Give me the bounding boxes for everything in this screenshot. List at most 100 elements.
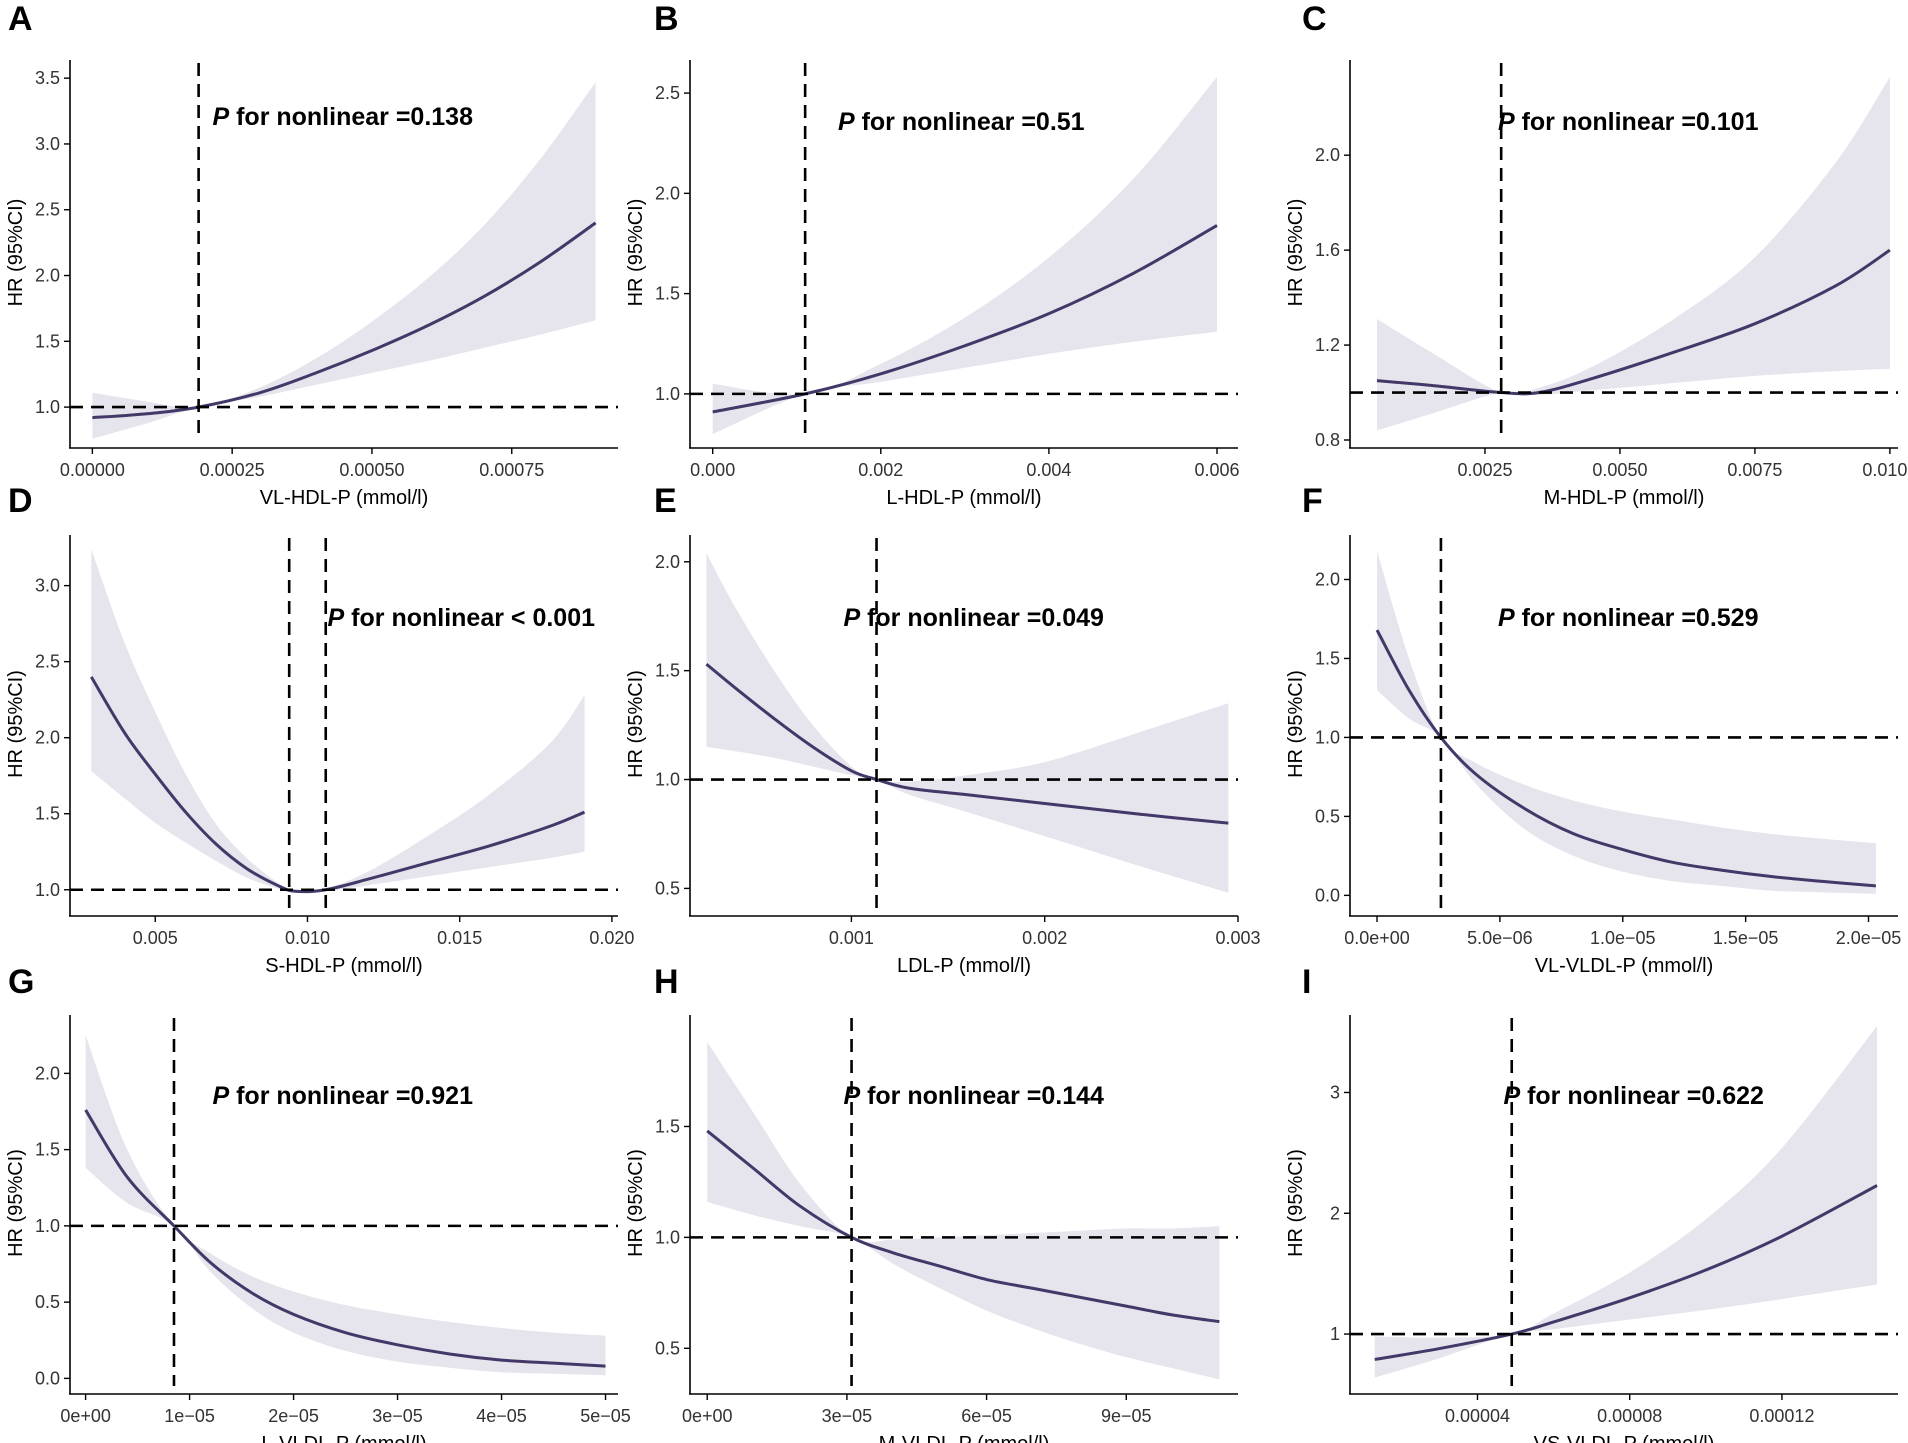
x-tick-label: 5.0e−06	[1467, 928, 1533, 948]
y-tick-label: 2	[1330, 1203, 1340, 1223]
p-symbol: P	[1498, 108, 1515, 136]
p-nonlinear-label: P for nonlinear =0.529	[1498, 604, 1759, 632]
y-tick-label: 0.5	[655, 878, 680, 898]
y-tick-label: 1.2	[1315, 335, 1340, 355]
x-tick-label: 0.00008	[1597, 1406, 1662, 1426]
y-axis-title: HR (95%CI)	[1285, 199, 1307, 307]
y-tick-label: 0.5	[35, 1292, 60, 1312]
panel-letter: A	[8, 0, 33, 38]
x-tick-label: 0.00075	[479, 460, 544, 480]
x-axis-title: VL-HDL-P (mmol/l)	[260, 487, 429, 509]
x-axis-title: L-VLDL-P (mmol/l)	[261, 1433, 426, 1443]
ci-band	[91, 549, 585, 893]
x-axis-title: M-VLDL-P (mmol/l)	[879, 1433, 1050, 1443]
hr-line	[1375, 629, 1877, 888]
hr-line	[706, 1129, 1220, 1324]
x-tick-label: 0.005	[133, 928, 178, 948]
x-tick-label: 0.006	[1194, 460, 1239, 480]
y-tick-label: 2.0	[655, 183, 680, 203]
y-tick-label: 1	[1330, 1324, 1340, 1344]
x-axis-title: S-HDL-P (mmol/l)	[265, 955, 422, 977]
y-tick-label: 0.0	[1315, 885, 1340, 905]
y-tick-label: 0.0	[35, 1368, 60, 1388]
panel-h: H 0.5 1.0 1.5 0e+00 3e−05 6e−05 9e−05 M-VLDL-P (…	[625, 963, 1238, 1443]
x-tick-label: 0e+00	[60, 1406, 111, 1426]
x-tick-label: 3e−05	[822, 1406, 873, 1426]
y-tick-label: 2.0	[1315, 145, 1340, 165]
x-axis-title: VL-VLDL-P (mmol/l)	[1535, 955, 1714, 977]
y-axis-title: HR (95%CI)	[1285, 670, 1307, 778]
panel-d: D 1.0 1.5 2.0 2.5 3.0 0.005 0.010 0.015 0.020 S-HD…	[5, 482, 634, 977]
y-axis-title: HR (95%CI)	[1285, 1149, 1307, 1257]
y-tick-label: 1.6	[1315, 240, 1340, 260]
x-tick-label: 2e−05	[268, 1406, 319, 1426]
y-tick-label: 1.0	[655, 1227, 680, 1247]
x-tick-label: 0.0025	[1457, 460, 1512, 480]
y-tick-label: 2.0	[35, 266, 60, 286]
x-tick-label: 0.0e+00	[1344, 928, 1410, 948]
y-tick-label: 1.5	[1315, 648, 1340, 668]
p-nonlinear-label: P for nonlinear =0.138	[212, 103, 473, 131]
x-tick-label: 0.00025	[200, 460, 265, 480]
panel-i: I 1 2 3 0.00004 0.00008 0.00012 VS-VLDL-P (mmol…	[1285, 963, 1898, 1443]
y-tick-label: 2.0	[1315, 569, 1340, 589]
y-tick-label: 3	[1330, 1082, 1340, 1102]
p-symbol: P	[838, 108, 855, 136]
y-tick-label: 2.0	[655, 552, 680, 572]
y-tick-label: 1.0	[35, 880, 60, 900]
x-tick-label: 0.015	[437, 928, 482, 948]
y-tick-label: 2.5	[35, 652, 60, 672]
ci-band	[1374, 1026, 1878, 1378]
p-symbol: P	[1503, 1082, 1520, 1110]
y-tick-label: 3.0	[35, 576, 60, 596]
x-tick-label: 0.020	[589, 928, 634, 948]
p-symbol: P	[212, 1082, 229, 1110]
x-tick-label: 0.002	[858, 460, 903, 480]
x-tick-label: 0.00004	[1445, 1406, 1510, 1426]
y-tick-label: 2.5	[655, 83, 680, 103]
x-tick-label: 9e−05	[1101, 1406, 1152, 1426]
ci-band	[706, 553, 1229, 893]
p-symbol: P	[1498, 604, 1515, 632]
y-tick-label: 1.0	[655, 384, 680, 404]
y-tick-label: 1.5	[35, 804, 60, 824]
p-nonlinear-label: P for nonlinear =0.144	[843, 1082, 1104, 1110]
panel-letter: D	[8, 482, 33, 520]
ci-band	[92, 82, 596, 439]
panel-g: G 0.0 0.5 1.0 1.5 2.0 0e+00 1e−05 2e−05 3e−05 4e−0…	[5, 963, 631, 1443]
p-value-text: for nonlinear =0.101	[1515, 108, 1759, 136]
y-tick-label: 1.0	[35, 1216, 60, 1236]
p-value-text: for nonlinear =0.921	[229, 1082, 473, 1110]
p-nonlinear-label: P for nonlinear =0.049	[843, 604, 1104, 632]
p-symbol: P	[843, 1082, 860, 1110]
p-value-text: for nonlinear =0.138	[229, 103, 473, 131]
y-tick-label: 1.5	[655, 284, 680, 304]
panel-letter: E	[654, 482, 677, 520]
ci-band	[1377, 551, 1876, 894]
y-tick-label: 1.0	[1315, 727, 1340, 747]
y-axis-title: HR (95%CI)	[5, 670, 27, 778]
x-tick-label: 0.004	[1026, 460, 1071, 480]
panel-letter: C	[1302, 0, 1327, 38]
x-tick-label: 0.000	[690, 460, 735, 480]
panel-b: B 1.0 1.5 2.0 2.5 0.000 0.002 0.004 0.006 L-HDL-P…	[625, 0, 1240, 509]
p-nonlinear-label: P for nonlinear < 0.001	[328, 604, 596, 632]
y-tick-label: 2.0	[35, 728, 60, 748]
p-symbol: P	[212, 103, 229, 131]
p-nonlinear-label: P for nonlinear =0.921	[212, 1082, 473, 1110]
y-axis-title: HR (95%CI)	[625, 1149, 647, 1257]
y-tick-label: 1.5	[655, 661, 680, 681]
y-tick-label: 1.0	[655, 770, 680, 790]
panel-f: F 0.0 0.5 1.0 1.5 2.0 0.0e+00 5.0e−06 1.0e−05 1.5…	[1285, 482, 1901, 977]
panel-letter: G	[8, 963, 34, 1001]
p-value-text: for nonlinear =0.144	[860, 1082, 1104, 1110]
x-tick-label: 0.00012	[1749, 1406, 1814, 1426]
p-symbol: P	[328, 604, 345, 632]
hr-line	[92, 221, 597, 420]
y-tick-label: 3.5	[35, 68, 60, 88]
x-tick-label: 1.0e−05	[1590, 928, 1656, 948]
x-axis-title: M-HDL-P (mmol/l)	[1544, 487, 1705, 509]
hr-line	[84, 1109, 606, 1368]
